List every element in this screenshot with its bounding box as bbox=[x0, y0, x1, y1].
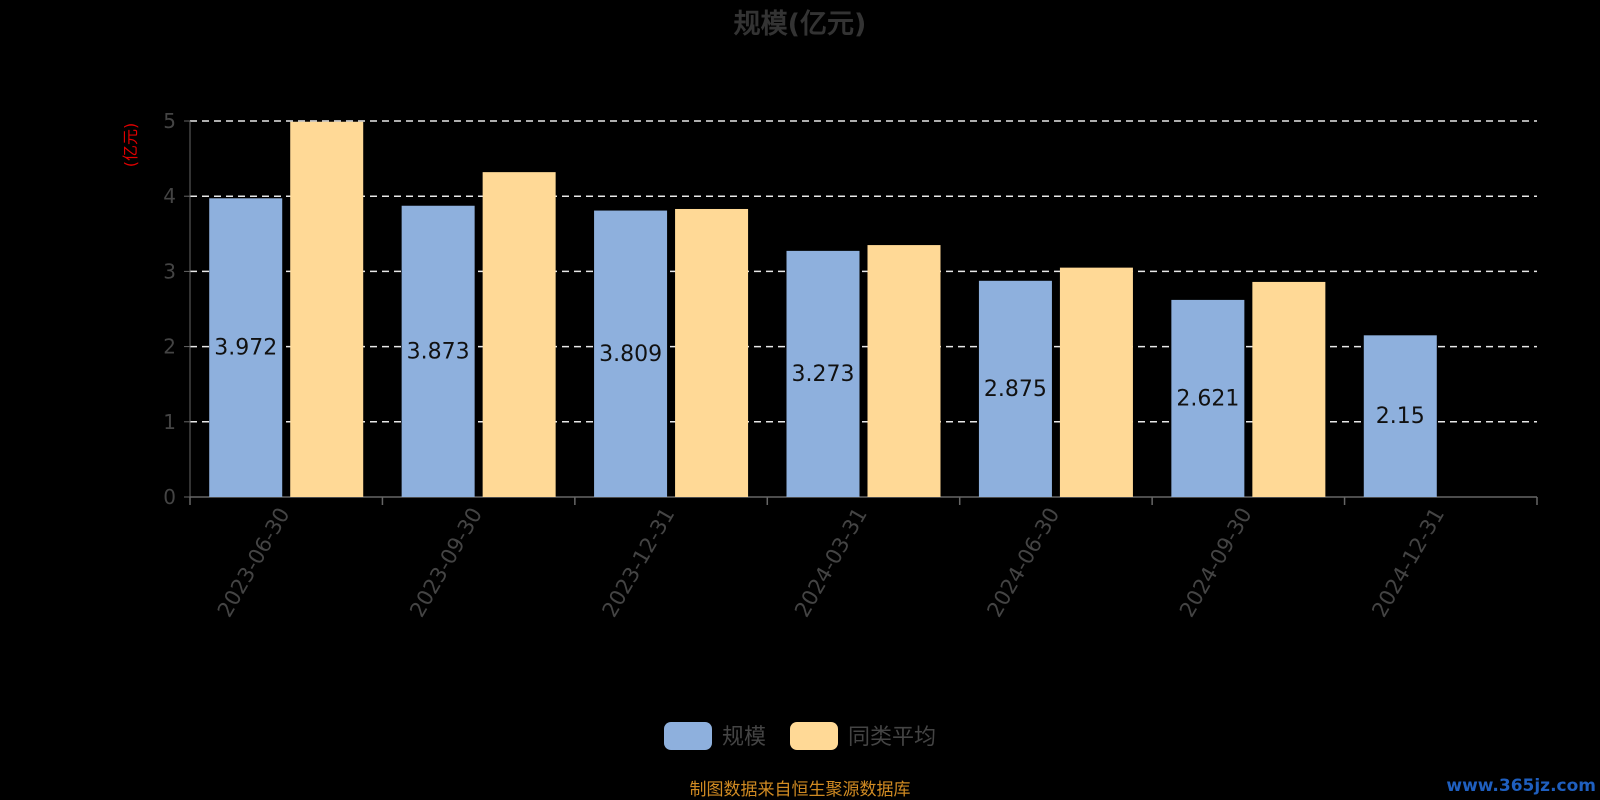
bar-scale[interactable] bbox=[1171, 299, 1245, 497]
x-tick-label: 2024-09-30 bbox=[1175, 504, 1257, 622]
bar-value-label: 2.15 bbox=[1376, 404, 1425, 429]
bar-value-label: 3.873 bbox=[407, 339, 470, 364]
legend-swatch bbox=[790, 722, 838, 750]
x-tick-label: 2023-09-30 bbox=[405, 504, 487, 622]
legend-item[interactable]: 规模 bbox=[664, 722, 766, 750]
bars bbox=[209, 121, 1437, 498]
bar-peer-average[interactable] bbox=[290, 121, 364, 497]
y-tick-label: 3 bbox=[163, 259, 176, 283]
bar-scale[interactable] bbox=[1363, 335, 1437, 497]
chart-title: 规模(亿元) bbox=[734, 9, 867, 40]
bar-scale[interactable] bbox=[786, 250, 860, 497]
legend[interactable]: 规模 同类平均 bbox=[664, 722, 936, 750]
x-tick-label: 2023-06-30 bbox=[213, 504, 295, 622]
y-tick-label: 0 bbox=[163, 485, 176, 509]
x-tick-label: 2024-12-31 bbox=[1367, 504, 1449, 622]
bar-value-label: 3.809 bbox=[599, 342, 662, 367]
legend-swatch bbox=[664, 722, 712, 750]
y-axis-label: (亿元) bbox=[121, 123, 140, 168]
y-tick-label: 1 bbox=[163, 410, 176, 434]
bar-scale[interactable] bbox=[401, 205, 475, 497]
x-tick-label: 2023-12-31 bbox=[598, 504, 680, 622]
legend-label: 同类平均 bbox=[848, 725, 936, 750]
x-tick-label: 2024-06-30 bbox=[982, 504, 1064, 622]
x-tick-label: 2024-03-31 bbox=[790, 504, 872, 622]
grid-lines bbox=[190, 120, 1537, 423]
y-tick-label: 4 bbox=[163, 184, 176, 208]
legend-item[interactable]: 同类平均 bbox=[790, 722, 936, 750]
bar-value-label: 3.972 bbox=[214, 336, 277, 361]
bar-peer-average[interactable] bbox=[1059, 267, 1133, 497]
bar-scale[interactable] bbox=[978, 280, 1052, 497]
y-tick-label: 5 bbox=[163, 109, 176, 133]
bar-value-label: 3.273 bbox=[792, 362, 855, 387]
y-tick-label: 2 bbox=[163, 335, 176, 359]
bar-value-label: 2.621 bbox=[1176, 386, 1239, 411]
source-note: 制图数据来自恒生聚源数据库 bbox=[690, 780, 911, 800]
bar-peer-average[interactable] bbox=[482, 172, 556, 498]
legend-label: 规模 bbox=[722, 725, 766, 750]
bar-peer-average[interactable] bbox=[1252, 281, 1326, 497]
bar-peer-average[interactable] bbox=[867, 245, 941, 497]
bar-value-label: 2.875 bbox=[984, 377, 1047, 402]
bar-scale[interactable] bbox=[209, 198, 283, 497]
bar-scale[interactable] bbox=[594, 210, 668, 497]
data-labels: 3.972 3.873 3.809 3.273 2.875 2.621 2.15 bbox=[214, 336, 1425, 430]
bar-peer-average[interactable] bbox=[675, 208, 749, 497]
watermark: www.365jz.com bbox=[1446, 776, 1596, 796]
